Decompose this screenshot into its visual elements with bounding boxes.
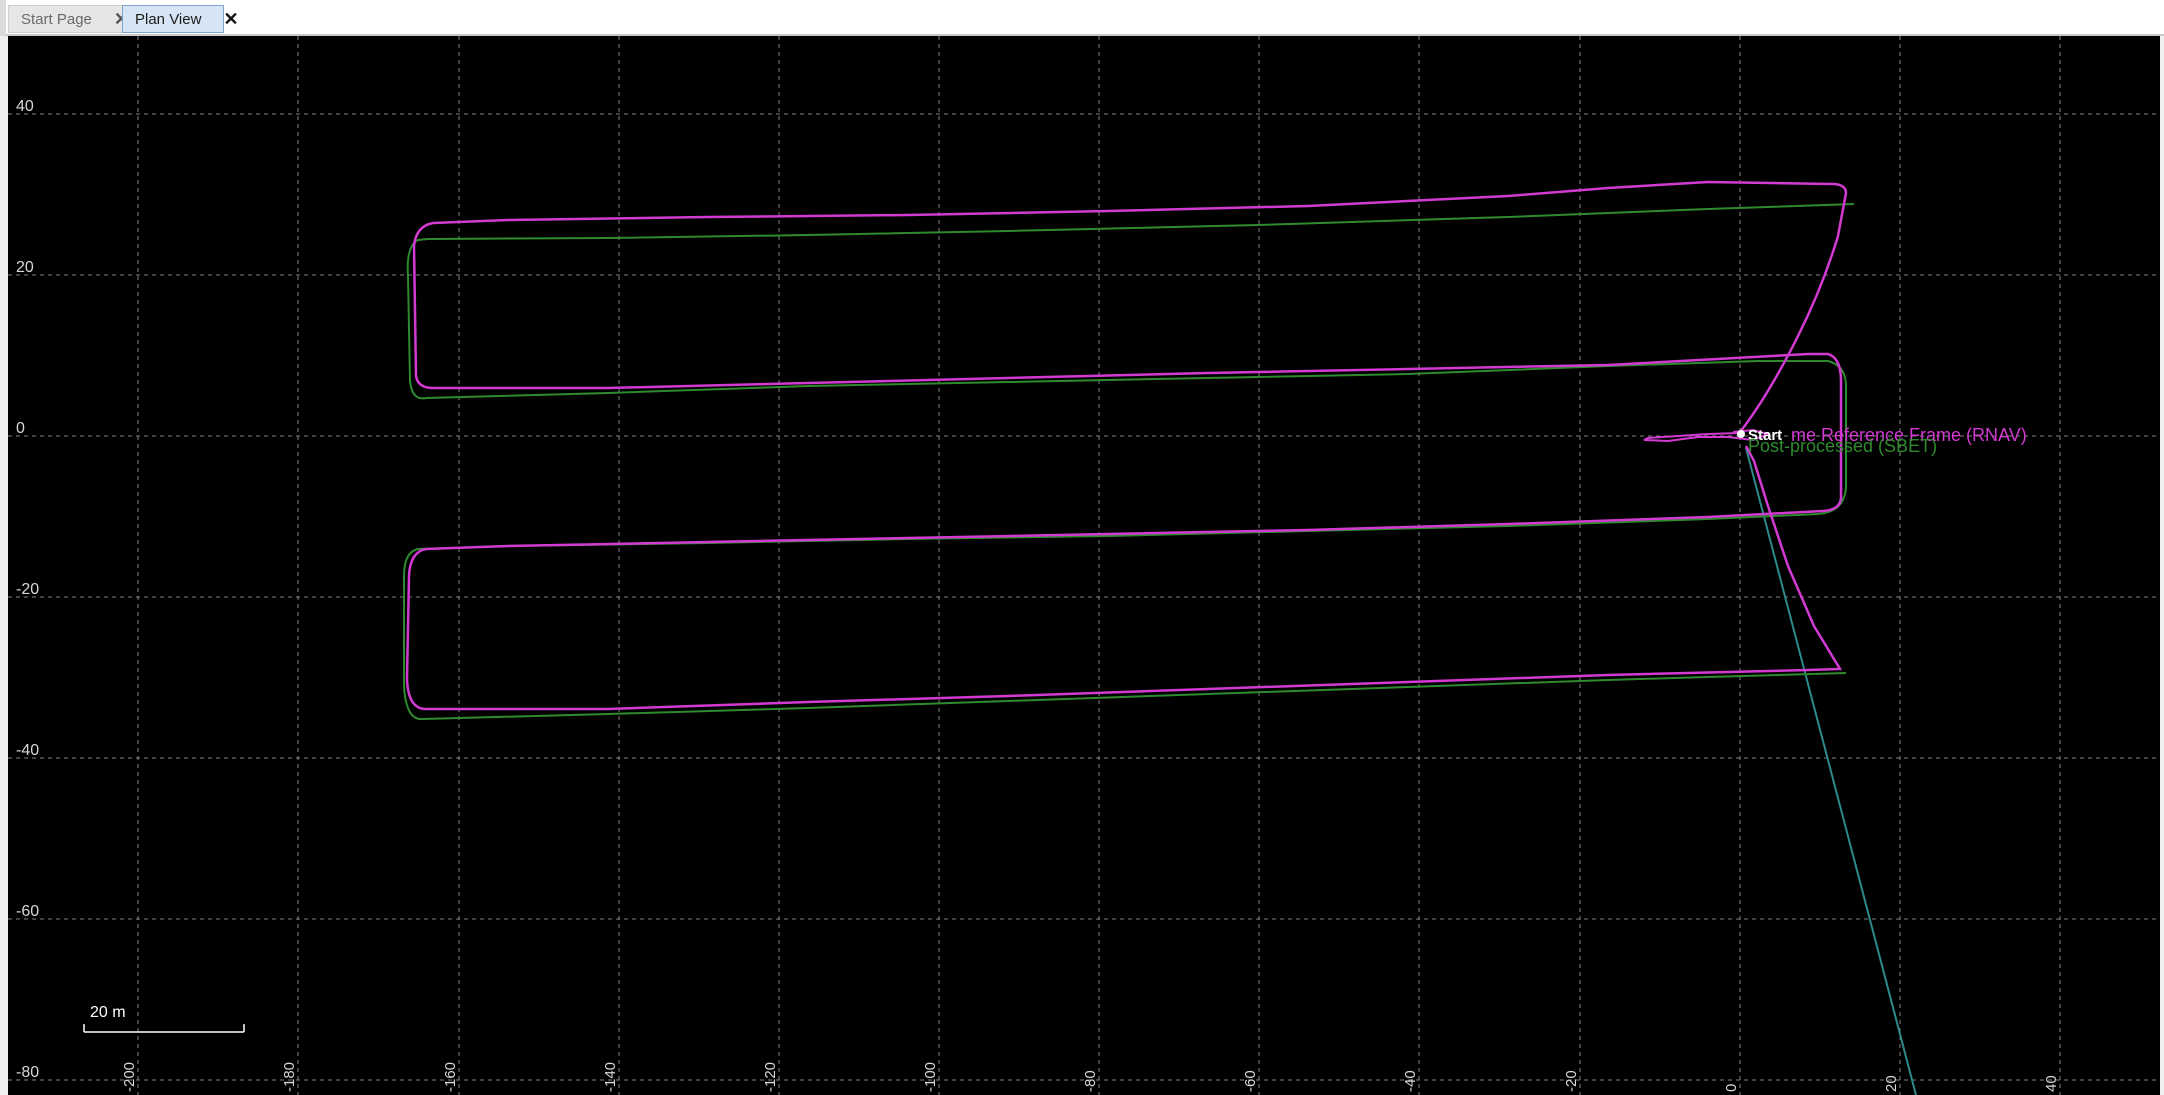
sbet-legend-label: Post-processed (SBET) bbox=[1748, 436, 1937, 456]
x-axis-label: -100 bbox=[922, 1062, 939, 1092]
x-axis-label: -120 bbox=[762, 1062, 779, 1092]
x-axis-label: -180 bbox=[281, 1062, 298, 1092]
vertical-grid bbox=[137, 36, 2061, 1095]
x-axis-label: -60 bbox=[1242, 1070, 1259, 1092]
start-marker-label: Start bbox=[1748, 427, 1782, 444]
scale-bar-label: 20 m bbox=[90, 1004, 126, 1021]
start-wiggle bbox=[1643, 428, 1772, 443]
x-axis-label: -160 bbox=[442, 1062, 459, 1092]
sbet-trajectory bbox=[403, 203, 1855, 721]
x-axis-label: -140 bbox=[602, 1062, 619, 1092]
rnav-trajectory bbox=[405, 180, 1848, 711]
x-axis-label: -200 bbox=[121, 1062, 138, 1092]
start-marker bbox=[1737, 430, 1745, 438]
y-axis-label: 20 bbox=[16, 259, 34, 276]
x-axis-labels: -200 -180 -160 -140 -120 -100 -80 -60 -4… bbox=[121, 1062, 2060, 1092]
y-axis-label: -20 bbox=[16, 581, 39, 598]
rnav-legend-label: me Reference Frame (RNAV) bbox=[1791, 425, 2027, 445]
x-axis-label: -40 bbox=[1402, 1070, 1419, 1092]
x-axis-label: -20 bbox=[1563, 1070, 1580, 1092]
x-axis-label: 40 bbox=[2043, 1075, 2060, 1092]
y-axis-labels: 40 20 0 -20 -40 -60 -80 bbox=[16, 98, 39, 1081]
y-axis-label: 0 bbox=[16, 420, 25, 437]
tab-plan-view-label: Plan View bbox=[135, 10, 202, 28]
tab-start-page[interactable]: Start Page ✕ bbox=[8, 5, 129, 33]
y-axis-label: -80 bbox=[16, 1064, 39, 1081]
x-axis-label: 0 bbox=[1723, 1084, 1740, 1092]
tab-bar-edge bbox=[0, 0, 6, 36]
x-axis-label: 20 bbox=[1883, 1075, 1900, 1092]
plan-view-canvas[interactable]: 40 20 0 -20 -40 -60 -80 -200 -180 -160 -… bbox=[8, 36, 2160, 1095]
horizontal-grid bbox=[8, 113, 2160, 1081]
tab-start-page-label: Start Page bbox=[21, 10, 92, 28]
y-axis-label: 40 bbox=[16, 98, 34, 115]
plan-view-plot[interactable]: 40 20 0 -20 -40 -60 -80 -200 -180 -160 -… bbox=[8, 36, 2160, 1095]
document-tab-bar: Start Page ✕ Plan View ✕ bbox=[0, 0, 2164, 36]
x-axis-label: -80 bbox=[1082, 1070, 1099, 1092]
y-axis-label: -40 bbox=[16, 742, 39, 759]
tab-plan-view[interactable]: Plan View ✕ bbox=[122, 5, 239, 33]
heading-line bbox=[1745, 447, 1917, 1095]
y-axis-label: -60 bbox=[16, 903, 39, 920]
scale-bar: 20 m bbox=[83, 1004, 245, 1033]
close-icon[interactable]: ✕ bbox=[223, 9, 239, 29]
